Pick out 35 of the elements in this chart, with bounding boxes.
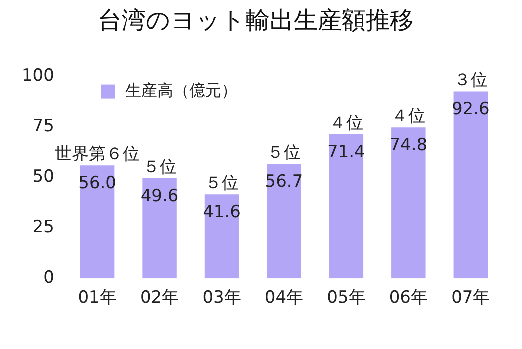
data-label: 92.6: [452, 100, 490, 120]
annotation: 世界第６位: [55, 144, 140, 165]
x-tick-label: 02年: [140, 288, 180, 308]
data-label: 56.0: [78, 174, 116, 194]
y-tick-label: 25: [32, 218, 54, 238]
x-tick-label: 07年: [452, 288, 490, 308]
annotation: ４位: [329, 113, 364, 134]
x-tick-label: 06年: [389, 288, 428, 308]
y-tick-label: 50: [32, 167, 54, 188]
bar: [204, 194, 240, 279]
bar: [142, 178, 177, 279]
y-tick-label: 100: [22, 66, 54, 86]
data-label: 41.6: [203, 202, 241, 223]
y-tick-label: 75: [32, 116, 54, 137]
bar: [267, 164, 302, 279]
data-label: 56.7: [265, 172, 304, 192]
annotation: ３位: [454, 70, 488, 91]
data-label: 49.6: [140, 186, 179, 206]
x-tick-label: 01年: [78, 288, 117, 308]
annotation: ５位: [142, 157, 177, 178]
annotation: ５位: [205, 174, 239, 194]
x-tick-label: 04年: [264, 288, 304, 308]
chart-title: 台湾のヨット輸出生産額推移: [98, 6, 414, 35]
legend-label: 生産高（億元）: [125, 80, 238, 100]
bar: [454, 92, 488, 279]
annotation: ５位: [267, 143, 302, 164]
x-tick-label: 03年: [202, 288, 242, 308]
bar: [392, 128, 426, 279]
data-label: 74.8: [390, 136, 428, 156]
data-label: 71.4: [328, 142, 366, 162]
bar: [80, 166, 115, 279]
annotation: ４位: [392, 106, 426, 127]
bar: [329, 134, 364, 279]
x-tick-label: 05年: [327, 288, 366, 308]
y-tick-label: 0: [44, 268, 54, 288]
